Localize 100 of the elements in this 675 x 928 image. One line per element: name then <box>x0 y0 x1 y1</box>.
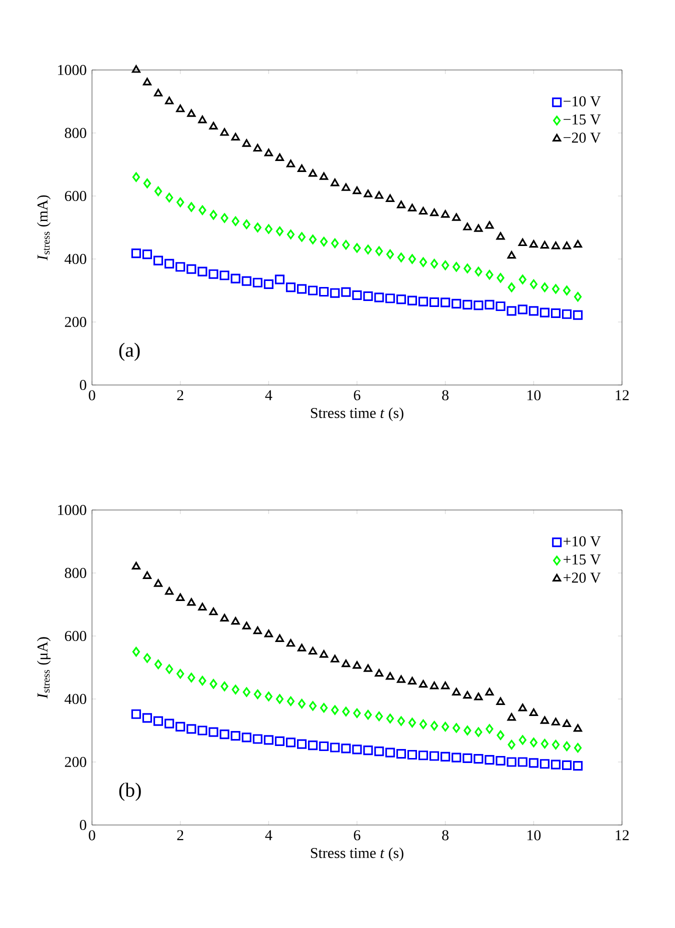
point <box>188 672 196 682</box>
point <box>187 109 196 117</box>
y-tick-label: 200 <box>64 316 86 328</box>
point <box>540 738 549 749</box>
point <box>430 208 439 216</box>
point <box>573 760 583 771</box>
point <box>275 153 284 161</box>
point <box>518 238 527 246</box>
point <box>518 757 528 767</box>
point <box>506 757 516 767</box>
x-tick-label: 2 <box>177 830 184 840</box>
point <box>330 654 340 662</box>
legend-label: −10 V <box>564 96 601 106</box>
point <box>508 282 516 292</box>
point <box>375 712 383 722</box>
annotation: (a) <box>119 342 140 361</box>
x-tick-label: 6 <box>354 830 360 840</box>
point <box>154 88 163 96</box>
point <box>276 694 284 704</box>
point <box>418 296 428 306</box>
point <box>242 622 251 630</box>
point <box>408 204 416 212</box>
point <box>253 144 262 152</box>
point <box>352 186 362 194</box>
point <box>464 726 472 736</box>
point <box>562 242 572 250</box>
point <box>386 714 394 724</box>
point <box>496 730 504 740</box>
point <box>186 264 196 274</box>
point <box>529 708 538 716</box>
x-tick-label: 4 <box>265 830 272 840</box>
point <box>142 78 152 86</box>
point <box>186 724 196 734</box>
point <box>474 300 484 310</box>
point <box>374 668 384 677</box>
point <box>408 254 416 264</box>
point <box>131 709 141 719</box>
point <box>176 197 184 208</box>
point <box>528 758 538 768</box>
point <box>286 696 295 706</box>
point <box>397 716 405 726</box>
point <box>198 116 207 124</box>
point <box>486 724 494 734</box>
point <box>429 751 440 761</box>
point <box>230 731 240 741</box>
point <box>198 602 207 610</box>
point <box>198 205 206 215</box>
point <box>132 562 140 570</box>
point <box>254 222 262 232</box>
point <box>452 213 461 221</box>
point <box>320 172 328 180</box>
point <box>298 164 306 172</box>
point <box>342 240 350 250</box>
point <box>298 698 306 709</box>
point <box>386 194 394 202</box>
point <box>418 750 428 760</box>
point <box>574 240 582 248</box>
x-tick-label: 8 <box>442 830 449 840</box>
point <box>176 722 186 732</box>
point <box>242 687 250 697</box>
point <box>363 291 373 301</box>
point <box>342 660 350 668</box>
point <box>264 735 274 745</box>
point <box>176 262 186 272</box>
y-tick-label: 600 <box>64 630 86 642</box>
point <box>164 718 174 728</box>
point <box>374 292 384 302</box>
point <box>242 220 250 230</box>
point <box>209 608 218 616</box>
point <box>484 754 494 765</box>
point <box>496 273 504 283</box>
point <box>165 587 174 595</box>
point <box>264 279 274 289</box>
y-tick-label: 0 <box>80 380 86 390</box>
point <box>131 248 141 258</box>
x-axis-title: Stress time t (s) <box>310 848 404 862</box>
point <box>308 169 318 177</box>
point <box>320 650 328 658</box>
point <box>242 276 252 286</box>
point <box>518 735 526 745</box>
point <box>208 269 218 279</box>
x-tick-label: 12 <box>616 390 629 400</box>
y-tick-label: 400 <box>64 694 86 704</box>
point <box>363 746 373 756</box>
point <box>142 713 152 723</box>
point <box>264 692 272 702</box>
point <box>364 710 372 720</box>
point <box>209 122 218 130</box>
x-tick-label: 6 <box>354 390 360 400</box>
y-tick-label: 200 <box>64 756 86 768</box>
point <box>540 759 550 769</box>
point <box>562 286 571 296</box>
point <box>198 266 208 276</box>
point <box>408 718 416 728</box>
point <box>452 298 462 309</box>
y-tick-label: 1000 <box>58 64 86 76</box>
point <box>386 672 394 680</box>
point <box>462 300 472 310</box>
point <box>552 740 560 750</box>
point <box>132 172 140 182</box>
